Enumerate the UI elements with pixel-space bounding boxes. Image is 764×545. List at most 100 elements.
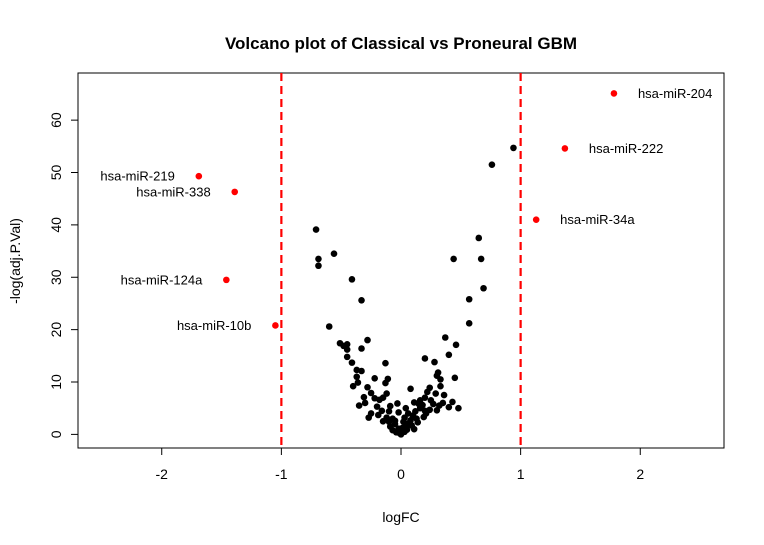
data-point <box>450 255 457 263</box>
data-point <box>427 397 435 404</box>
data-point <box>440 391 448 399</box>
threshold-lines <box>280 73 522 448</box>
data-point <box>343 353 351 361</box>
data-point <box>348 359 356 366</box>
y-axis-label: -log(adj.P.Val) <box>7 218 23 304</box>
data-points <box>312 144 517 438</box>
data-point <box>374 411 382 419</box>
x-axis-label: logFC <box>382 509 419 525</box>
data-point <box>353 373 361 381</box>
x-tick-label: -1 <box>275 466 288 482</box>
highlighted-point <box>561 145 569 152</box>
x-tick-label: 0 <box>397 466 405 482</box>
data-point <box>421 355 429 362</box>
data-point <box>373 403 381 410</box>
data-point <box>475 234 483 242</box>
data-point <box>315 262 322 270</box>
data-point <box>412 408 419 415</box>
data-point <box>355 402 363 409</box>
data-point <box>358 345 365 352</box>
data-point <box>364 336 371 344</box>
y-tick-label: 60 <box>48 112 64 128</box>
x-tick-label: 1 <box>517 466 525 482</box>
data-point <box>410 425 418 433</box>
data-point <box>343 340 351 348</box>
data-point <box>354 379 362 386</box>
data-point <box>395 409 402 416</box>
data-point <box>360 393 368 401</box>
data-point <box>451 374 459 382</box>
data-point <box>382 359 389 367</box>
data-point <box>437 376 444 383</box>
data-point <box>382 379 389 387</box>
data-point <box>398 426 406 434</box>
highlighted-point <box>610 90 618 97</box>
data-point <box>477 255 485 263</box>
point-label: hsa-miR-124a <box>121 272 203 287</box>
data-point <box>367 389 375 397</box>
point-label: hsa-miR-338 <box>136 184 210 199</box>
data-point <box>383 390 390 397</box>
highlighted-points <box>195 90 618 329</box>
point-labels: hsa-miR-204 hsa-miR-222 hsa-miR-34a hsa-miR… <box>100 86 712 333</box>
point-label: hsa-miR-219 <box>100 169 174 184</box>
data-point <box>419 401 426 409</box>
chart-title: Volcano plot of Classical vs Proneural G… <box>225 34 577 53</box>
data-point <box>455 404 462 412</box>
y-tick-label: 30 <box>48 269 64 285</box>
data-point <box>343 346 351 353</box>
data-point <box>414 419 422 426</box>
highlighted-point <box>223 276 230 284</box>
y-tick-label: 40 <box>48 217 64 233</box>
data-point <box>364 383 371 391</box>
data-point <box>349 382 357 390</box>
y-tick-label: 20 <box>48 322 64 338</box>
data-point <box>402 404 410 412</box>
data-point <box>465 295 473 303</box>
data-point <box>365 414 373 421</box>
y-tick-label: 0 <box>48 430 64 438</box>
highlighted-point <box>231 188 239 196</box>
data-point <box>400 418 407 426</box>
point-label: hsa-miR-10b <box>177 318 251 333</box>
data-point <box>432 390 439 397</box>
data-point <box>435 402 443 409</box>
data-point <box>358 367 365 375</box>
data-point <box>431 358 438 366</box>
data-point <box>371 394 378 402</box>
data-point <box>441 334 449 341</box>
data-point <box>379 417 387 425</box>
x-tick-label: 2 <box>636 466 644 482</box>
data-point <box>358 297 365 304</box>
data-point <box>422 410 430 417</box>
data-point <box>445 351 453 359</box>
data-point <box>386 402 394 410</box>
data-point <box>452 341 460 349</box>
data-point <box>510 144 517 152</box>
x-tick-label: -2 <box>156 466 169 482</box>
y-tick-label: 50 <box>48 165 64 181</box>
data-point <box>348 276 356 283</box>
data-point <box>480 284 487 292</box>
data-point <box>488 161 496 168</box>
data-point <box>361 399 369 407</box>
data-point <box>424 388 431 396</box>
data-point <box>407 385 414 393</box>
highlighted-point <box>195 172 203 180</box>
data-point <box>404 410 412 417</box>
point-label: hsa-miR-34a <box>560 212 635 227</box>
data-point <box>449 398 456 406</box>
plot-frame <box>77 72 725 449</box>
point-label: hsa-miR-204 <box>638 86 712 101</box>
point-label: hsa-miR-222 <box>589 141 663 156</box>
data-point <box>465 320 473 327</box>
data-point <box>312 226 320 233</box>
data-point <box>385 408 393 415</box>
data-point <box>325 323 333 330</box>
data-point <box>445 403 453 411</box>
y-tick-label: 10 <box>48 374 64 390</box>
data-point <box>330 250 338 257</box>
data-point <box>371 375 378 382</box>
